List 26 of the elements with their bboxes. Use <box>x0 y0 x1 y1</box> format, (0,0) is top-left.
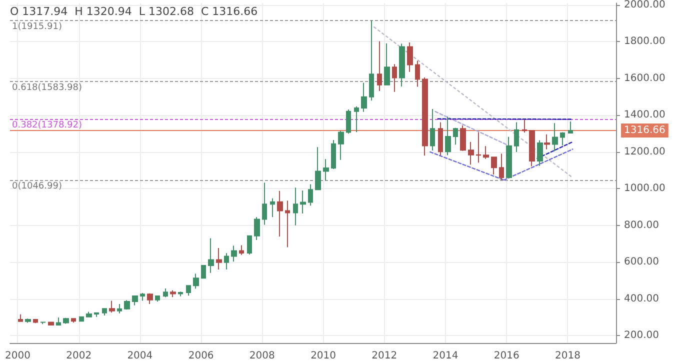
x-tick-label: 2008 <box>249 350 275 362</box>
x-tick-label: 2006 <box>188 350 214 362</box>
x-tick-label: 2012 <box>372 350 398 362</box>
ref-line-label: 0(1046.99) <box>12 182 62 192</box>
x-tick-label: 2018 <box>555 350 580 362</box>
ref-line-label: 0.618(1583.98) <box>12 82 82 93</box>
y-tick-label: 800.00 <box>624 220 659 231</box>
y-tick-label: 1000.00 <box>624 183 666 194</box>
ref-line-label: 1(1915.91) <box>12 22 62 32</box>
y-tick-label: 1200.00 <box>624 146 666 158</box>
annotation: O 1317.94 H 1320.94 L 1302.68 C 1316.66 <box>10 5 258 18</box>
x-tick-label: 2000 <box>4 350 30 362</box>
x-tick-label: 2010 <box>310 350 336 362</box>
x-tick-label: 2014 <box>432 350 458 362</box>
x-tick-label: 2002 <box>66 350 92 362</box>
x-tick-label: 2016 <box>494 350 520 362</box>
y-tick-label: 1600.00 <box>624 72 666 84</box>
y-tick-label: 200.00 <box>624 330 659 342</box>
x-tick-label: 2004 <box>127 350 153 362</box>
ref-line-label: 0.382(1378.92) <box>12 120 82 131</box>
y-tick-label: 400.00 <box>624 293 659 304</box>
y-tick-label: 2000.00 <box>624 0 666 10</box>
y-tick-label: 1400.00 <box>624 110 666 121</box>
y-tick-label: 600.00 <box>624 256 659 268</box>
y-tick-label: 1800.00 <box>624 36 666 48</box>
ref-line-label: 1316.66 <box>624 125 666 136</box>
